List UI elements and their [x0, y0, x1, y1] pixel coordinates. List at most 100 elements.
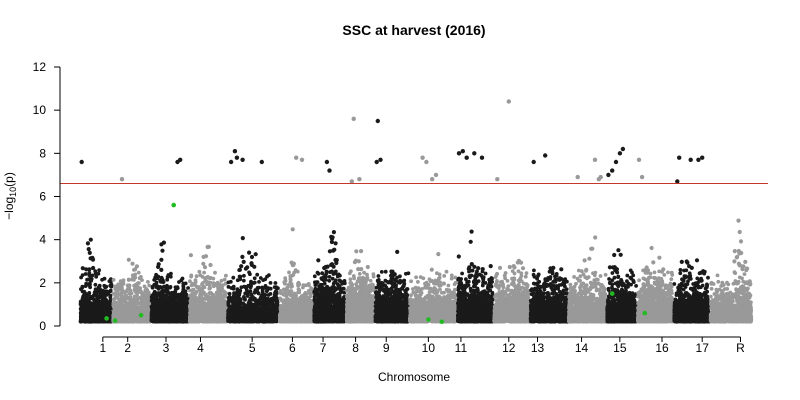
snp-point — [139, 275, 143, 279]
snp-point — [112, 311, 117, 316]
snp-point — [146, 280, 150, 284]
snp-point — [166, 273, 171, 277]
snp-point — [117, 309, 122, 314]
snp-point — [91, 265, 96, 271]
snp-point — [135, 284, 140, 289]
snp-point — [87, 273, 92, 278]
snp-point — [85, 292, 90, 297]
snp-point — [175, 313, 180, 318]
snp-point — [126, 306, 131, 311]
snp-point — [153, 275, 158, 280]
snp-point — [98, 302, 103, 306]
snp-point — [181, 281, 186, 286]
snp-point — [165, 277, 170, 282]
snp-point — [84, 281, 89, 286]
snp-point — [119, 304, 123, 309]
snp-point — [79, 304, 84, 309]
snp-point — [90, 257, 96, 262]
snp-point — [85, 277, 89, 282]
snp-point — [119, 300, 124, 305]
snp-point — [139, 289, 143, 294]
snp-points — [78, 99, 754, 324]
snp-point — [174, 319, 179, 323]
snp-point — [126, 302, 131, 306]
snp-point — [101, 307, 105, 312]
snp-point — [133, 275, 138, 280]
snp-point — [173, 288, 178, 293]
snp-point — [151, 302, 155, 307]
snp-point — [87, 267, 92, 272]
snp-point — [131, 303, 136, 307]
snp-point — [83, 272, 88, 276]
snp-point — [127, 277, 132, 282]
snp-point — [135, 301, 140, 305]
snp-point — [170, 301, 174, 306]
snp-point — [88, 237, 93, 242]
snp-point — [83, 316, 88, 321]
snp-point — [181, 286, 186, 290]
snp-point — [164, 287, 169, 291]
snp-point — [159, 257, 164, 262]
significant-snp-point — [119, 177, 125, 182]
snp-point — [171, 295, 176, 300]
snp-point — [79, 275, 83, 280]
snp-point — [178, 295, 183, 300]
snp-point — [164, 300, 168, 304]
snp-point — [93, 298, 97, 302]
snp-point — [90, 295, 95, 299]
snp-point — [184, 292, 189, 297]
snp-point — [143, 315, 147, 320]
snp-point — [155, 284, 160, 289]
snp-point — [98, 291, 103, 296]
significant-snp-point — [178, 157, 183, 162]
snp-point — [124, 289, 129, 294]
snp-point — [103, 285, 108, 290]
snp-point — [98, 295, 103, 300]
snp-point — [82, 293, 86, 297]
snp-point — [126, 315, 131, 320]
snp-point — [147, 283, 152, 288]
snp-point — [135, 319, 140, 323]
snp-point — [109, 282, 114, 287]
snp-point — [136, 270, 141, 275]
snp-point — [160, 248, 165, 253]
snp-point — [78, 300, 83, 304]
snp-point — [150, 285, 155, 290]
snp-point — [154, 319, 159, 323]
snp-point — [156, 264, 161, 269]
significant-snp-point — [79, 159, 84, 165]
snp-point — [155, 299, 159, 304]
snp-point — [172, 305, 177, 309]
snp-point — [173, 285, 178, 290]
snp-point — [87, 302, 92, 306]
snp-point — [144, 298, 149, 303]
snp-point — [167, 309, 172, 313]
snp-point — [93, 302, 98, 307]
snp-point — [87, 250, 92, 255]
snp-point — [85, 241, 90, 246]
chromosome-4-points — [187, 244, 229, 324]
snp-point — [141, 306, 146, 311]
snp-point — [166, 319, 170, 324]
snp-point — [159, 275, 164, 280]
chromosome-2-points — [111, 177, 152, 324]
snp-point — [171, 314, 175, 319]
snp-point — [96, 271, 101, 276]
snp-point — [184, 299, 189, 304]
snp-point — [165, 291, 170, 295]
snp-point — [162, 316, 166, 320]
snp-point — [179, 278, 184, 283]
snp-point — [180, 317, 184, 322]
snp-point — [159, 242, 164, 247]
snp-point — [96, 285, 101, 290]
snp-point — [165, 314, 170, 319]
snp-point — [134, 314, 139, 319]
chromosome-3-points — [149, 157, 191, 324]
snp-point — [89, 279, 93, 283]
snp-point — [100, 277, 104, 282]
snp-point — [84, 267, 89, 272]
snp-point — [184, 313, 189, 318]
snp-point — [97, 306, 102, 311]
snp-point — [136, 281, 140, 285]
snp-point — [168, 285, 173, 289]
